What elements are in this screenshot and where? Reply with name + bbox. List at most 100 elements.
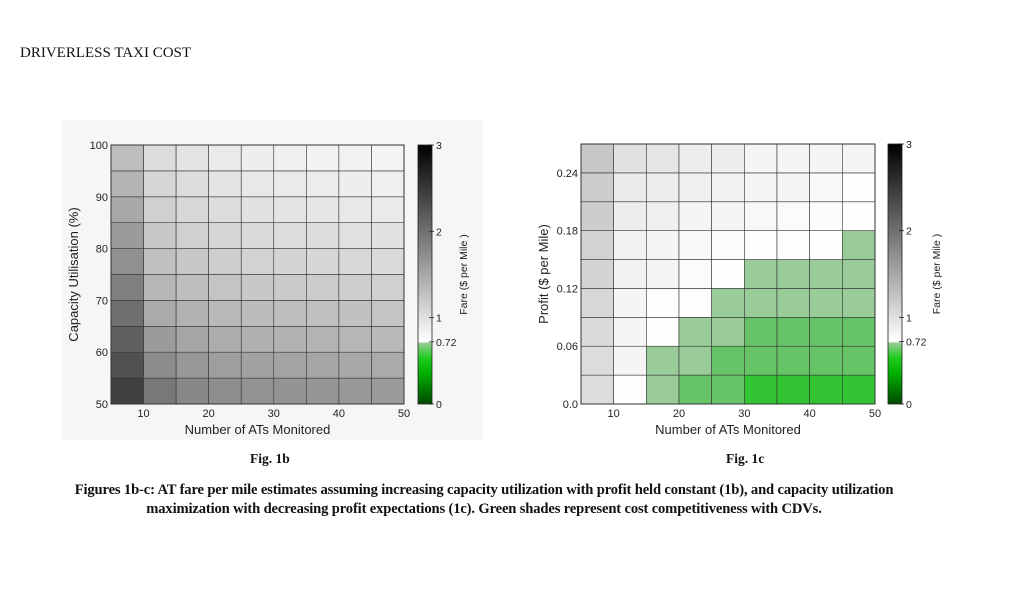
- heatmap-cell: [110, 144, 144, 172]
- x-tick-label: 50: [869, 408, 881, 420]
- heatmap-cell: [613, 172, 647, 203]
- colorbar-tick-label: 3: [906, 139, 912, 151]
- caption-line-2: maximization with decreasing profit expe…: [146, 501, 822, 517]
- heatmap-cell: [744, 230, 778, 260]
- heatmap-cell: [306, 274, 340, 301]
- heatmap-cell: [208, 300, 242, 327]
- heatmap-cell: [711, 143, 745, 174]
- heatmap-cell: [711, 201, 745, 231]
- heatmap-cell: [646, 288, 680, 318]
- heatmap-cell: [371, 170, 405, 198]
- heatmap-cell: [678, 345, 712, 376]
- heatmap-cell: [306, 222, 340, 249]
- heatmap-cell: [240, 274, 275, 301]
- heatmap-cell: [678, 317, 712, 347]
- heatmap-cell: [306, 351, 340, 379]
- heatmap-cell: [240, 222, 275, 249]
- fig1c-label: Fig. 1c: [726, 451, 765, 466]
- colorbar-tick-label: 2: [436, 226, 442, 238]
- heatmap-cell: [143, 377, 177, 405]
- heatmap-cell: [711, 345, 745, 376]
- heatmap-cell: [809, 172, 843, 203]
- heatmap-cell: [240, 351, 275, 379]
- y-tick-label: 100: [90, 140, 108, 152]
- heatmap-cell: [338, 274, 372, 301]
- heatmap-cell: [711, 317, 745, 347]
- heatmap-cell: [371, 325, 405, 353]
- heatmap-cell: [646, 230, 680, 260]
- heatmap-cell: [175, 351, 209, 379]
- x-tick-label: 10: [608, 408, 620, 420]
- heatmap-cell: [580, 172, 614, 203]
- colorbar: [417, 144, 433, 405]
- heatmap-cell: [678, 288, 712, 318]
- heatmap-cell: [208, 170, 242, 198]
- caption-line-1: Figures 1b-c: AT fare per mile estimates…: [74, 482, 894, 498]
- heatmap-cell: [208, 248, 242, 275]
- heatmap-cell: [678, 201, 712, 231]
- heatmap-cell: [306, 377, 340, 405]
- heatmap-cell: [338, 222, 372, 249]
- heatmap-cell: [143, 248, 177, 275]
- heatmap-cell: [240, 377, 275, 405]
- colorbar-tick-label: 0.72: [436, 337, 457, 349]
- heatmap-cell: [175, 170, 209, 198]
- heatmap-cell: [240, 170, 275, 198]
- heatmap-cell: [613, 143, 647, 174]
- heatmap-cell: [208, 325, 242, 353]
- heatmap-cell: [842, 201, 876, 231]
- y-tick-label: 90: [96, 192, 108, 204]
- colorbar-label: Fare ($ per Mile ): [458, 234, 470, 315]
- heatmap-cell: [809, 230, 843, 260]
- heatmap-cell: [613, 345, 647, 376]
- colorbar-tick-label: 0: [906, 399, 912, 411]
- heatmap-cell: [646, 143, 680, 174]
- y-tick-label: 0.12: [557, 283, 578, 295]
- y-tick-label: 80: [96, 244, 108, 256]
- heatmap-cell: [776, 201, 810, 231]
- heatmap-cell: [842, 374, 876, 405]
- heatmap-cell: [809, 259, 843, 289]
- heatmap-cell: [306, 325, 340, 353]
- heatmap-cell: [776, 288, 810, 318]
- heatmap-cell: [110, 170, 144, 198]
- heatmap-cell: [646, 374, 680, 405]
- heatmap-cell: [110, 222, 144, 249]
- heatmap-cell: [371, 274, 405, 301]
- heatmap-cell: [371, 248, 405, 275]
- heatmap-cell: [580, 259, 614, 289]
- heatmap-cell: [371, 144, 405, 172]
- heatmap-cell: [143, 351, 177, 379]
- heatmap-cell: [338, 196, 372, 224]
- y-tick-label: 70: [96, 295, 108, 307]
- heatmap-cell: [273, 377, 307, 405]
- colorbar-tick-label: 1: [436, 313, 442, 325]
- heatmap-cell: [842, 345, 876, 376]
- heatmap-cell: [306, 196, 340, 224]
- heatmap-cell: [110, 248, 144, 275]
- heatmap-cell: [110, 300, 144, 327]
- heatmap-cell: [175, 274, 209, 301]
- y-axis-label: Capacity Utilisation (%): [66, 207, 81, 341]
- heatmap-cell: [842, 288, 876, 318]
- heatmap-cell: [809, 201, 843, 231]
- heatmap-cell: [175, 325, 209, 353]
- heatmap-cell: [613, 259, 647, 289]
- heatmap-cell: [208, 196, 242, 224]
- heatmap-cell: [240, 300, 275, 327]
- x-tick-label: 40: [333, 408, 345, 420]
- heatmap-cell: [338, 351, 372, 379]
- fig1b-label: Fig. 1b: [250, 451, 290, 466]
- heatmap-cell: [809, 317, 843, 347]
- heatmap-cell: [809, 143, 843, 174]
- heatmap-cell: [613, 288, 647, 318]
- heatmap-cell: [744, 345, 778, 376]
- heatmap-cell: [240, 248, 275, 275]
- heatmap-cell: [143, 325, 177, 353]
- heatmap-cell: [175, 196, 209, 224]
- colorbar-tick-label: 0: [436, 399, 442, 411]
- heatmap-cell: [580, 317, 614, 347]
